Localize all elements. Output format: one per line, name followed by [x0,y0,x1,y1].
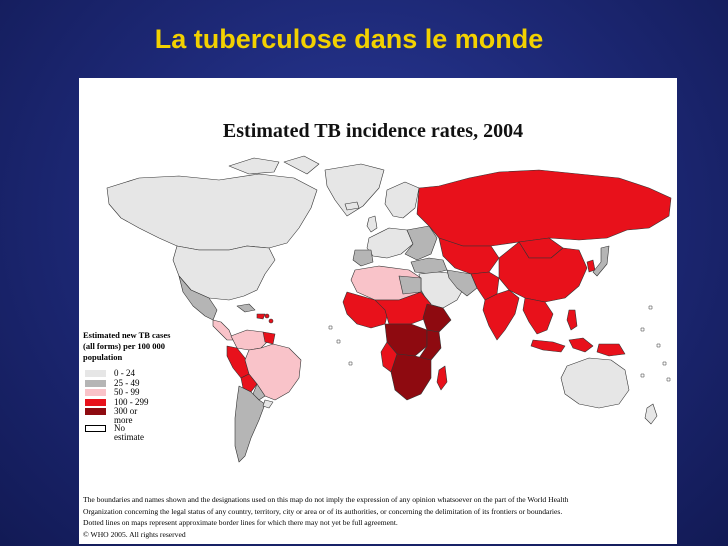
region-australia [560,357,630,409]
legend-label: 100 - 299 [114,396,149,407]
region-angola [380,341,398,373]
region-iceland [344,201,360,211]
region-egypt [398,275,422,295]
region-haiti [256,313,266,320]
legend-item: 100 - 299 [85,396,173,408]
legend-label: 0 - 24 [114,368,135,378]
disclaimer-line: Organization concerning the legal status… [83,506,563,516]
region-horn-africa [422,303,452,333]
legend-label: No estimate [114,423,144,442]
legend-title: Estimated new TB cases (all forms) per 1… [83,330,171,362]
legend-label: 300 or more [114,406,138,425]
region-arctic-islands [228,157,280,175]
region-indonesia-2 [568,337,594,353]
region-indonesia [530,339,566,353]
legend-item: 300 or more [85,406,173,425]
region-papua [596,343,626,357]
region-southern-africa [390,353,432,401]
legend-swatch [85,398,106,406]
legend-item: 25 - 49 [85,377,173,389]
region-china [498,241,588,303]
region-turkey [410,257,448,275]
region-colombia-venezuela [230,329,270,351]
region-brazil [244,343,302,401]
slide-title: La tuberculose dans le monde [154,24,544,54]
map-panel: Estimated TB incidence rates, 2004 [79,78,677,544]
region-southeast-asia [522,297,554,335]
region-caribbean [236,303,256,313]
region-madagascar [436,365,448,391]
world-map [106,155,672,463]
region-southern-cone [234,385,266,463]
region-scandinavia [384,181,420,219]
region-russia [416,169,672,247]
map-legend: Estimated new TB cases (all forms) per 1… [83,330,173,442]
legend-item: 0 - 24 [85,369,173,379]
region-bolivia [240,373,258,393]
region-japan [592,245,610,277]
region-greenland [324,163,385,217]
region-korea [586,259,596,273]
region-guianas [262,331,276,345]
legend-swatch [85,370,106,377]
legend-swatch [85,379,106,387]
region-philippines [566,309,578,331]
region-central-america [212,319,234,341]
legend-swatch [85,408,106,415]
legend-label: 50 - 99 [114,387,140,397]
legend-swatch [85,425,106,432]
region-iberia [352,249,374,267]
legend-item: 50 - 99 [85,388,173,398]
legend-swatch [85,389,106,396]
region-canada [106,173,318,251]
region-uk [366,215,378,233]
region-pacific-islands [328,305,671,382]
legend-label: 25 - 49 [114,377,140,388]
map-disclaimer: The boundaries and names shown and the d… [83,494,673,540]
map-title: Estimated TB incidence rates, 2004 [222,120,524,142]
region-new-zealand [644,403,658,425]
legend-item: No estimate [85,424,173,442]
region-arctic-islands-2 [283,155,320,175]
copyright: © WHO 2005. All rights reserved [83,529,186,539]
region-uruguay [262,399,274,409]
disclaimer-line: The boundaries and names shown and the d… [83,495,569,504]
disclaimer-line: Dotted lines on maps represent approxima… [83,518,398,527]
region-india [482,289,520,341]
region-lesser-antilles [264,313,274,324]
